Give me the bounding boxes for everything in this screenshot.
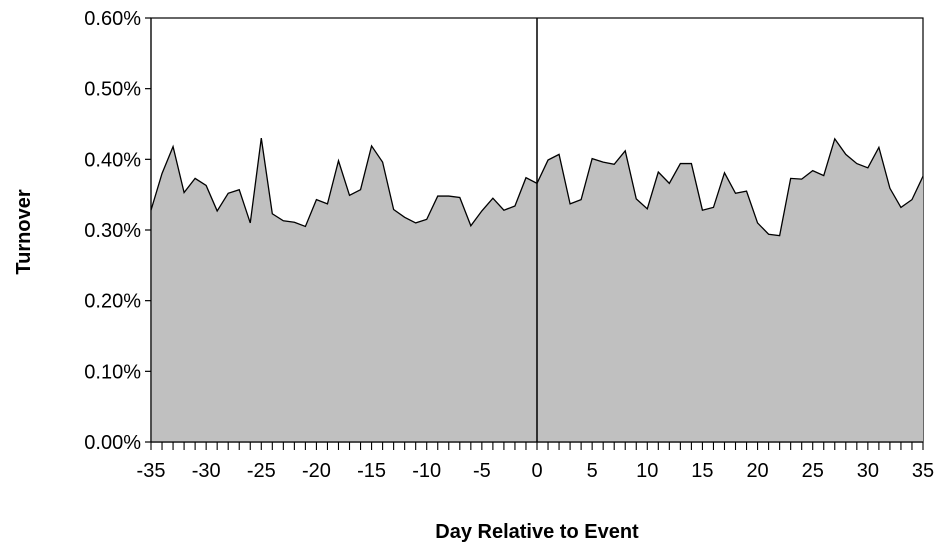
x-tick-label: 0 <box>531 460 542 482</box>
plot-area <box>150 17 924 443</box>
y-tick-label: 0.50% <box>84 79 141 101</box>
x-tick-label: 15 <box>691 460 713 482</box>
y-axis: 0.00% 0.10% 0.20% 0.30% 0.40% 0.50% 0.60% <box>84 8 152 454</box>
x-tick-label: -10 <box>412 460 441 482</box>
x-tick-label: -30 <box>192 460 221 482</box>
x-tick-label: -35 <box>137 460 166 482</box>
y-tick-label: 0.20% <box>84 291 141 313</box>
y-tick-label: 0.60% <box>84 8 141 30</box>
x-tick-label: 25 <box>802 460 824 482</box>
x-tick-label: 5 <box>587 460 598 482</box>
y-tick-label: 0.30% <box>84 220 141 242</box>
x-tick-label: 10 <box>636 460 658 482</box>
x-axis-title: Day Relative to Event <box>435 521 639 543</box>
y-axis-title: Turnover <box>13 189 35 274</box>
x-axis: -35 -30 -25 -20 -15 -10 -5 0 5 10 15 20 25 30 35 <box>137 441 934 482</box>
y-tick-label: 0.40% <box>84 149 141 171</box>
x-tick-label: 20 <box>746 460 768 482</box>
y-tick-label: 0.10% <box>84 361 141 383</box>
y-tick-label: 0.00% <box>84 432 141 454</box>
x-tick-label: -5 <box>473 460 491 482</box>
x-tick-label: -15 <box>357 460 386 482</box>
x-tick-label: 30 <box>857 460 879 482</box>
x-tick-label: -25 <box>247 460 276 482</box>
x-tick-label: 35 <box>912 460 934 482</box>
x-tick-label: -20 <box>302 460 331 482</box>
